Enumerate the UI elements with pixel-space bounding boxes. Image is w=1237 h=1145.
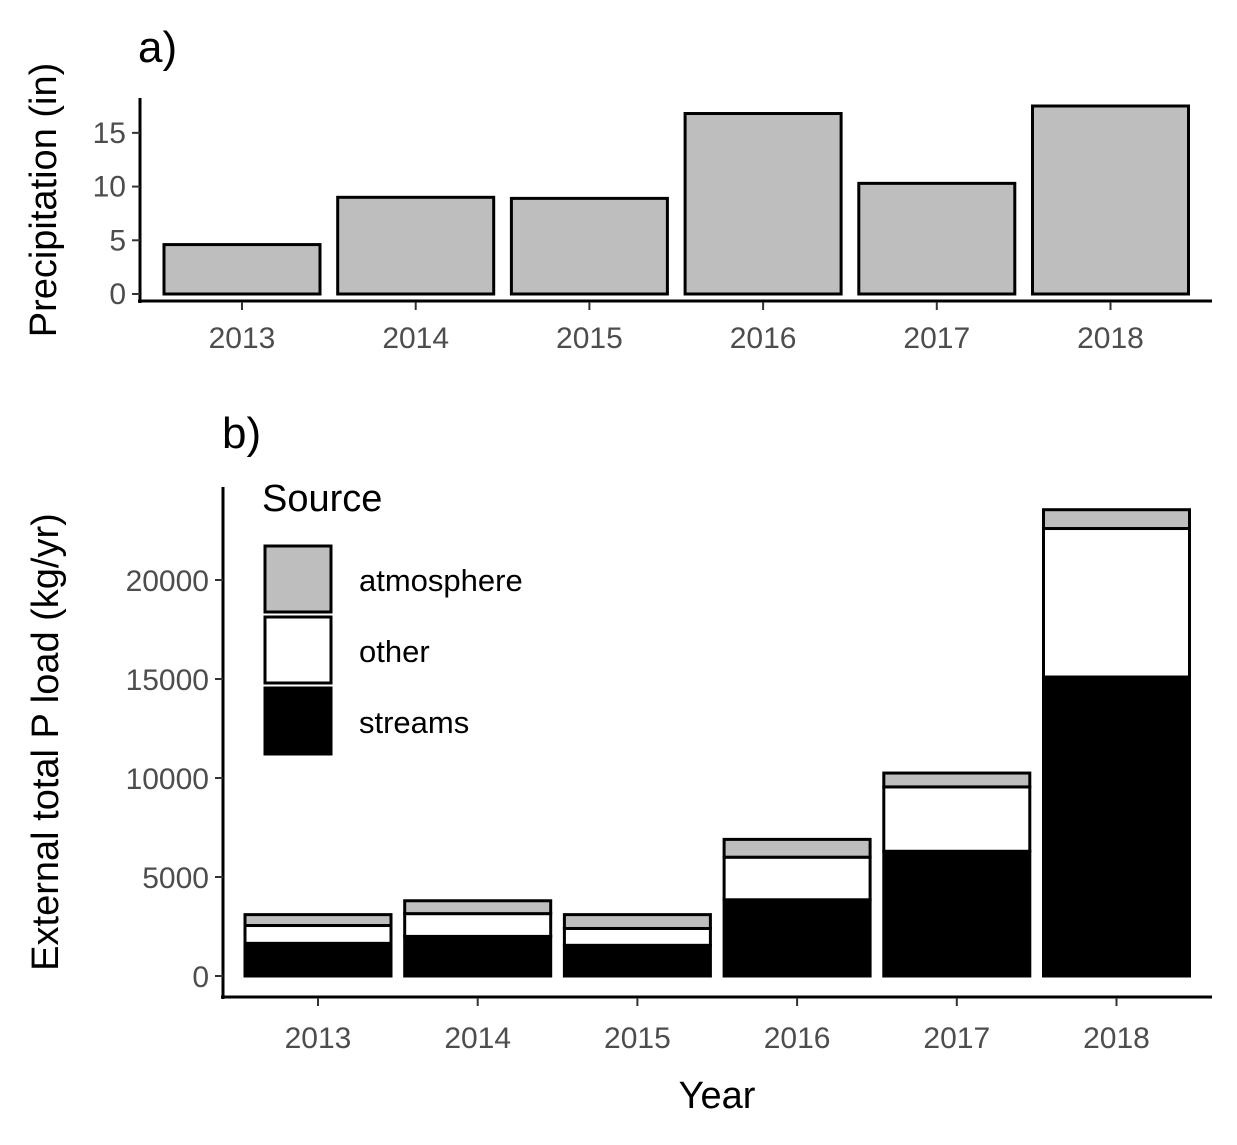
load-bar-atmosphere-2015	[562, 913, 712, 930]
legend-label-streams: streams	[359, 705, 469, 740]
b-x-tick-label: 2016	[764, 1022, 831, 1055]
b-y-tick-label: 15000	[126, 664, 209, 697]
a-x-tick-label: 2017	[903, 322, 970, 355]
load-bar-atmosphere-2016	[722, 837, 872, 859]
load-bar-atmosphere-2017	[882, 771, 1032, 789]
precip-bar-2014	[336, 195, 496, 296]
load-bar-other-2017	[882, 785, 1032, 853]
b-y-tick-label: 0	[192, 961, 209, 994]
load-bar-streams-2014	[403, 934, 553, 978]
precip-bar-2015	[509, 196, 669, 296]
a-y-tick-label: 5	[109, 224, 126, 257]
panel-a-y-ticks: 0 5 10 15	[93, 117, 140, 311]
legend-swatch-other	[263, 615, 333, 685]
b-x-tick-label: 2013	[285, 1022, 352, 1055]
panel-b-y-axis-title: External total P load (kg/yr)	[25, 513, 67, 971]
load-bar-streams-2016	[722, 898, 872, 978]
load-bar-streams-2013	[243, 941, 393, 978]
panel-b-legend: Source atmosphere other streams	[262, 478, 523, 756]
load-bar-streams-2018	[1042, 675, 1191, 978]
b-x-tick-label: 2015	[604, 1022, 671, 1055]
load-bar-other-2014	[403, 912, 553, 938]
a-x-tick-label: 2014	[382, 322, 449, 355]
a-x-tick-label: 2018	[1077, 322, 1144, 355]
b-x-tick-label: 2017	[923, 1022, 990, 1055]
b-y-tick-label: 10000	[126, 763, 209, 796]
load-bar-other-2018	[1042, 527, 1191, 679]
precip-bar-2017	[857, 181, 1017, 296]
legend-label-other: other	[359, 634, 430, 669]
precip-bar-2013	[162, 243, 322, 296]
a-y-tick-label: 0	[109, 278, 126, 311]
b-y-tick-label: 20000	[126, 565, 209, 598]
b-x-tick-label: 2014	[444, 1022, 511, 1055]
panel-b-y-ticks: 0 5000 10000 15000 20000	[126, 565, 223, 994]
load-bar-atmosphere-2018	[1042, 508, 1191, 531]
load-bar-streams-2015	[562, 943, 712, 978]
panel-b-phosphorus-load: b) External total P load (kg/yr) Year 0 5…	[25, 409, 1212, 1117]
load-bar-other-2013	[243, 924, 393, 945]
panel-b-x-ticks: 2013 2014 2015 2016 2017 2018	[285, 998, 1150, 1055]
legend-swatch-streams	[263, 686, 333, 756]
a-x-tick-label: 2013	[209, 322, 276, 355]
load-bar-other-2016	[722, 855, 872, 902]
precip-bar-2016	[683, 112, 843, 296]
a-y-tick-label: 15	[93, 117, 126, 150]
b-x-tick-label: 2018	[1083, 1022, 1150, 1055]
a-x-tick-label: 2015	[556, 322, 623, 355]
precip-bar-2018	[1031, 104, 1190, 296]
panel-a-label: a)	[138, 23, 177, 72]
panel-b-bars	[243, 508, 1191, 978]
legend-label-atmosphere: atmosphere	[359, 563, 523, 598]
load-bar-atmosphere-2013	[243, 913, 393, 928]
legend-swatch-atmosphere	[263, 544, 333, 614]
load-bar-other-2015	[562, 926, 712, 947]
panel-a-y-axis-title: Precipitation (in)	[23, 63, 65, 338]
panel-b-x-axis-title: Year	[679, 1075, 756, 1117]
load-bar-streams-2017	[882, 849, 1032, 978]
panel-b-label: b)	[222, 409, 261, 458]
a-x-tick-label: 2016	[730, 322, 797, 355]
b-y-tick-label: 5000	[142, 862, 209, 895]
panel-a-x-ticks: 2013 2014 2015 2016 2017 2018	[209, 302, 1144, 355]
load-bar-atmosphere-2014	[403, 899, 553, 916]
legend-title: Source	[262, 478, 382, 520]
a-y-tick-label: 10	[93, 171, 126, 204]
panel-a-bars	[162, 104, 1190, 296]
